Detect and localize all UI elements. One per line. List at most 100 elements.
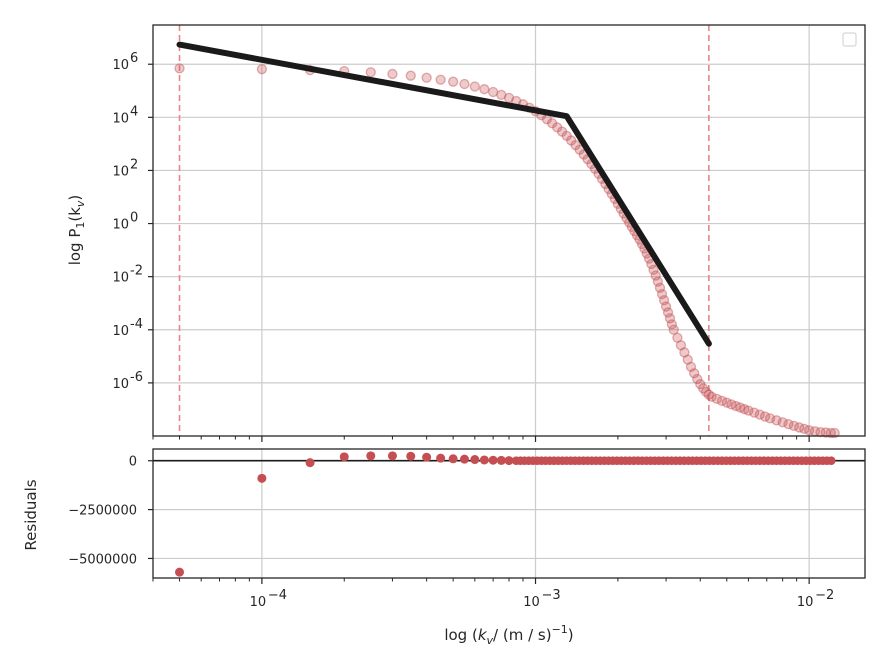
main-y-tick-exp: 2 bbox=[130, 157, 138, 172]
data-point bbox=[692, 373, 703, 385]
data-point bbox=[726, 399, 737, 410]
data-point bbox=[695, 378, 706, 390]
data-point bbox=[648, 264, 659, 276]
data-point bbox=[660, 301, 672, 312]
main-y-tick-exp: -6 bbox=[130, 370, 143, 385]
data-point bbox=[711, 393, 723, 405]
residual-point bbox=[305, 458, 315, 468]
x-label-suffix: ) bbox=[568, 626, 574, 644]
residual-panel: 0−2500000−5000000 10 −4 10 −3 10 −2 Residuals… bbox=[22, 448, 866, 647]
data-point bbox=[788, 420, 800, 432]
main-y-tick-exp: -4 bbox=[130, 317, 143, 332]
residual-point bbox=[436, 453, 446, 463]
data-point bbox=[685, 361, 697, 373]
data-point bbox=[730, 400, 742, 412]
main-y-tick-label: 10 bbox=[112, 324, 129, 339]
residual-point bbox=[488, 455, 498, 465]
data-point bbox=[662, 307, 674, 318]
data-point bbox=[387, 68, 398, 80]
data-point bbox=[794, 422, 805, 433]
x-label-mid: / (m / s) bbox=[493, 626, 552, 644]
data-point bbox=[698, 383, 709, 394]
data-point bbox=[487, 86, 499, 98]
data-point bbox=[556, 126, 568, 137]
residual-point bbox=[406, 451, 416, 461]
main-y-tick-label: 10 bbox=[112, 377, 129, 392]
data-point bbox=[479, 84, 490, 95]
data-point bbox=[421, 72, 432, 83]
residual-point bbox=[459, 454, 469, 464]
residual-point bbox=[175, 567, 185, 577]
x-label-var-sub: v bbox=[487, 634, 494, 647]
data-point bbox=[829, 427, 840, 439]
residual-data-points bbox=[175, 451, 836, 577]
residual-point bbox=[339, 452, 349, 462]
x-axis-label: log (kv/ (m / s)−1) bbox=[444, 623, 573, 647]
residual-y-tick-label: −5000000 bbox=[68, 552, 137, 567]
data-point bbox=[700, 386, 712, 397]
data-point bbox=[771, 415, 782, 426]
x-tick-label: 10 bbox=[797, 595, 814, 610]
data-point bbox=[650, 270, 661, 281]
main-y-tick-label: 10 bbox=[112, 271, 129, 286]
data-point bbox=[679, 347, 690, 358]
data-point bbox=[570, 139, 581, 151]
residual-y-tick-label: −2500000 bbox=[68, 504, 137, 519]
residual-point bbox=[826, 456, 836, 466]
residual-point bbox=[387, 451, 397, 461]
x-tick-exp: −4 bbox=[268, 588, 287, 603]
x-tick-exp: −2 bbox=[815, 588, 834, 603]
main-y-tick-label: 10 bbox=[112, 218, 129, 233]
data-point bbox=[503, 92, 515, 104]
data-point bbox=[447, 76, 459, 87]
data-point bbox=[739, 403, 750, 415]
data-point bbox=[703, 389, 715, 400]
data-point bbox=[459, 78, 470, 90]
residual-point bbox=[496, 455, 506, 465]
data-point bbox=[764, 413, 776, 424]
main-plot-area bbox=[153, 25, 865, 436]
residual-point bbox=[422, 452, 432, 462]
main-y-axis-label: log P1(kv) bbox=[66, 195, 87, 266]
main-fit-line bbox=[176, 41, 712, 347]
data-point bbox=[469, 81, 480, 92]
data-point bbox=[743, 405, 754, 416]
data-point bbox=[783, 418, 794, 430]
main-y-tick-exp: 4 bbox=[130, 104, 138, 119]
x-tick-label: 10 bbox=[523, 595, 540, 610]
data-point bbox=[759, 411, 771, 422]
data-point bbox=[825, 427, 836, 439]
x-label-exp: −1 bbox=[552, 623, 568, 636]
data-point bbox=[721, 397, 732, 408]
x-tick-exp: −3 bbox=[542, 588, 561, 603]
fit-polyline bbox=[176, 41, 712, 347]
x-label-prefix: log ( bbox=[444, 626, 478, 644]
main-y-tick-exp: 6 bbox=[130, 51, 138, 66]
data-point bbox=[668, 324, 679, 335]
x-label-var: k bbox=[478, 626, 488, 644]
residual-point bbox=[366, 451, 376, 461]
data-point bbox=[749, 407, 760, 418]
data-point bbox=[735, 402, 746, 413]
residual-plot-area bbox=[153, 449, 865, 578]
data-point bbox=[546, 118, 558, 129]
data-point bbox=[405, 70, 416, 81]
data-point bbox=[552, 122, 563, 133]
residual-point bbox=[504, 456, 514, 466]
main-y-tick-exp: -2 bbox=[130, 264, 143, 279]
data-point bbox=[820, 427, 831, 438]
main-y-tick-label: 10 bbox=[112, 164, 129, 179]
data-point bbox=[675, 340, 687, 351]
data-point bbox=[654, 282, 666, 293]
residual-point bbox=[257, 473, 267, 483]
main-y-tick-label: 10 bbox=[112, 58, 129, 73]
data-point bbox=[658, 295, 670, 306]
main-y-label-sub: 1 bbox=[74, 222, 87, 229]
main-y-tick-exp: 0 bbox=[130, 211, 138, 226]
data-point bbox=[435, 74, 446, 85]
data-point bbox=[672, 332, 683, 343]
data-point bbox=[682, 354, 693, 365]
data-point bbox=[799, 423, 810, 435]
